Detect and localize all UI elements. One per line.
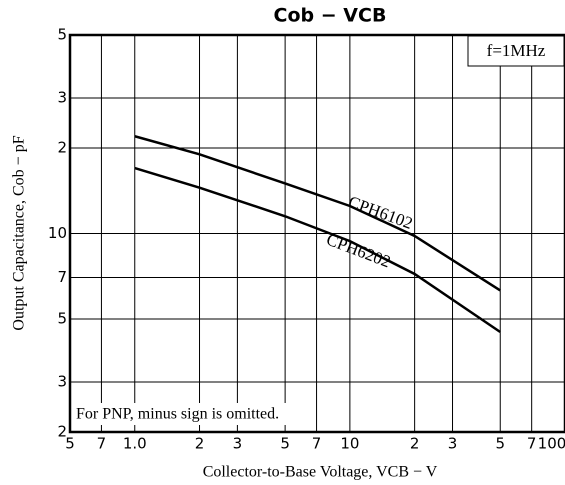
- x-tick-label: 2: [410, 435, 420, 453]
- y-tick-label: 7: [57, 268, 67, 286]
- series-line: [134, 135, 501, 292]
- x-tick-label: 3: [233, 435, 243, 453]
- x-axis-label: Collector-to-Base Voltage, VCB − V: [203, 464, 438, 481]
- y-tick-label: 5: [57, 26, 67, 44]
- annotation: For PNP, minus sign is omitted.: [76, 406, 279, 423]
- y-tick-label: 5: [57, 309, 67, 327]
- x-tick-label: 7: [527, 435, 537, 453]
- x-tick-label: 7: [97, 435, 107, 453]
- plot-frame: [68, 33, 565, 434]
- annotation: f=1MHz: [487, 41, 546, 60]
- x-tick-label: 7: [312, 435, 322, 453]
- x-tick-label: 3: [448, 435, 458, 453]
- series-label: CPH6102: [346, 192, 416, 233]
- y-tick-label: 2: [57, 423, 67, 441]
- x-tick-label: 5: [495, 435, 505, 453]
- y-tick-label: 2: [57, 139, 67, 157]
- x-tick-label: 5: [280, 435, 290, 453]
- annotation-box: [467, 35, 565, 67]
- series-label: CPH6202: [324, 230, 393, 272]
- y-tick-label: 3: [57, 372, 67, 390]
- x-tick-label: 10: [340, 435, 359, 453]
- x-tick-label: 100: [538, 435, 565, 453]
- y-axis-label: Output Capacitance, Cob − pF: [11, 135, 28, 330]
- series-line: [134, 166, 501, 334]
- y-tick-label: 3: [57, 89, 67, 107]
- x-tick-label: 5: [65, 435, 75, 453]
- x-tick-label: 2: [195, 435, 205, 453]
- chart-title: Cob − VCB: [274, 5, 387, 27]
- x-tick-label: 1.0: [123, 435, 147, 453]
- y-tick-label: 10: [48, 224, 67, 242]
- annotation-bg: [72, 403, 312, 425]
